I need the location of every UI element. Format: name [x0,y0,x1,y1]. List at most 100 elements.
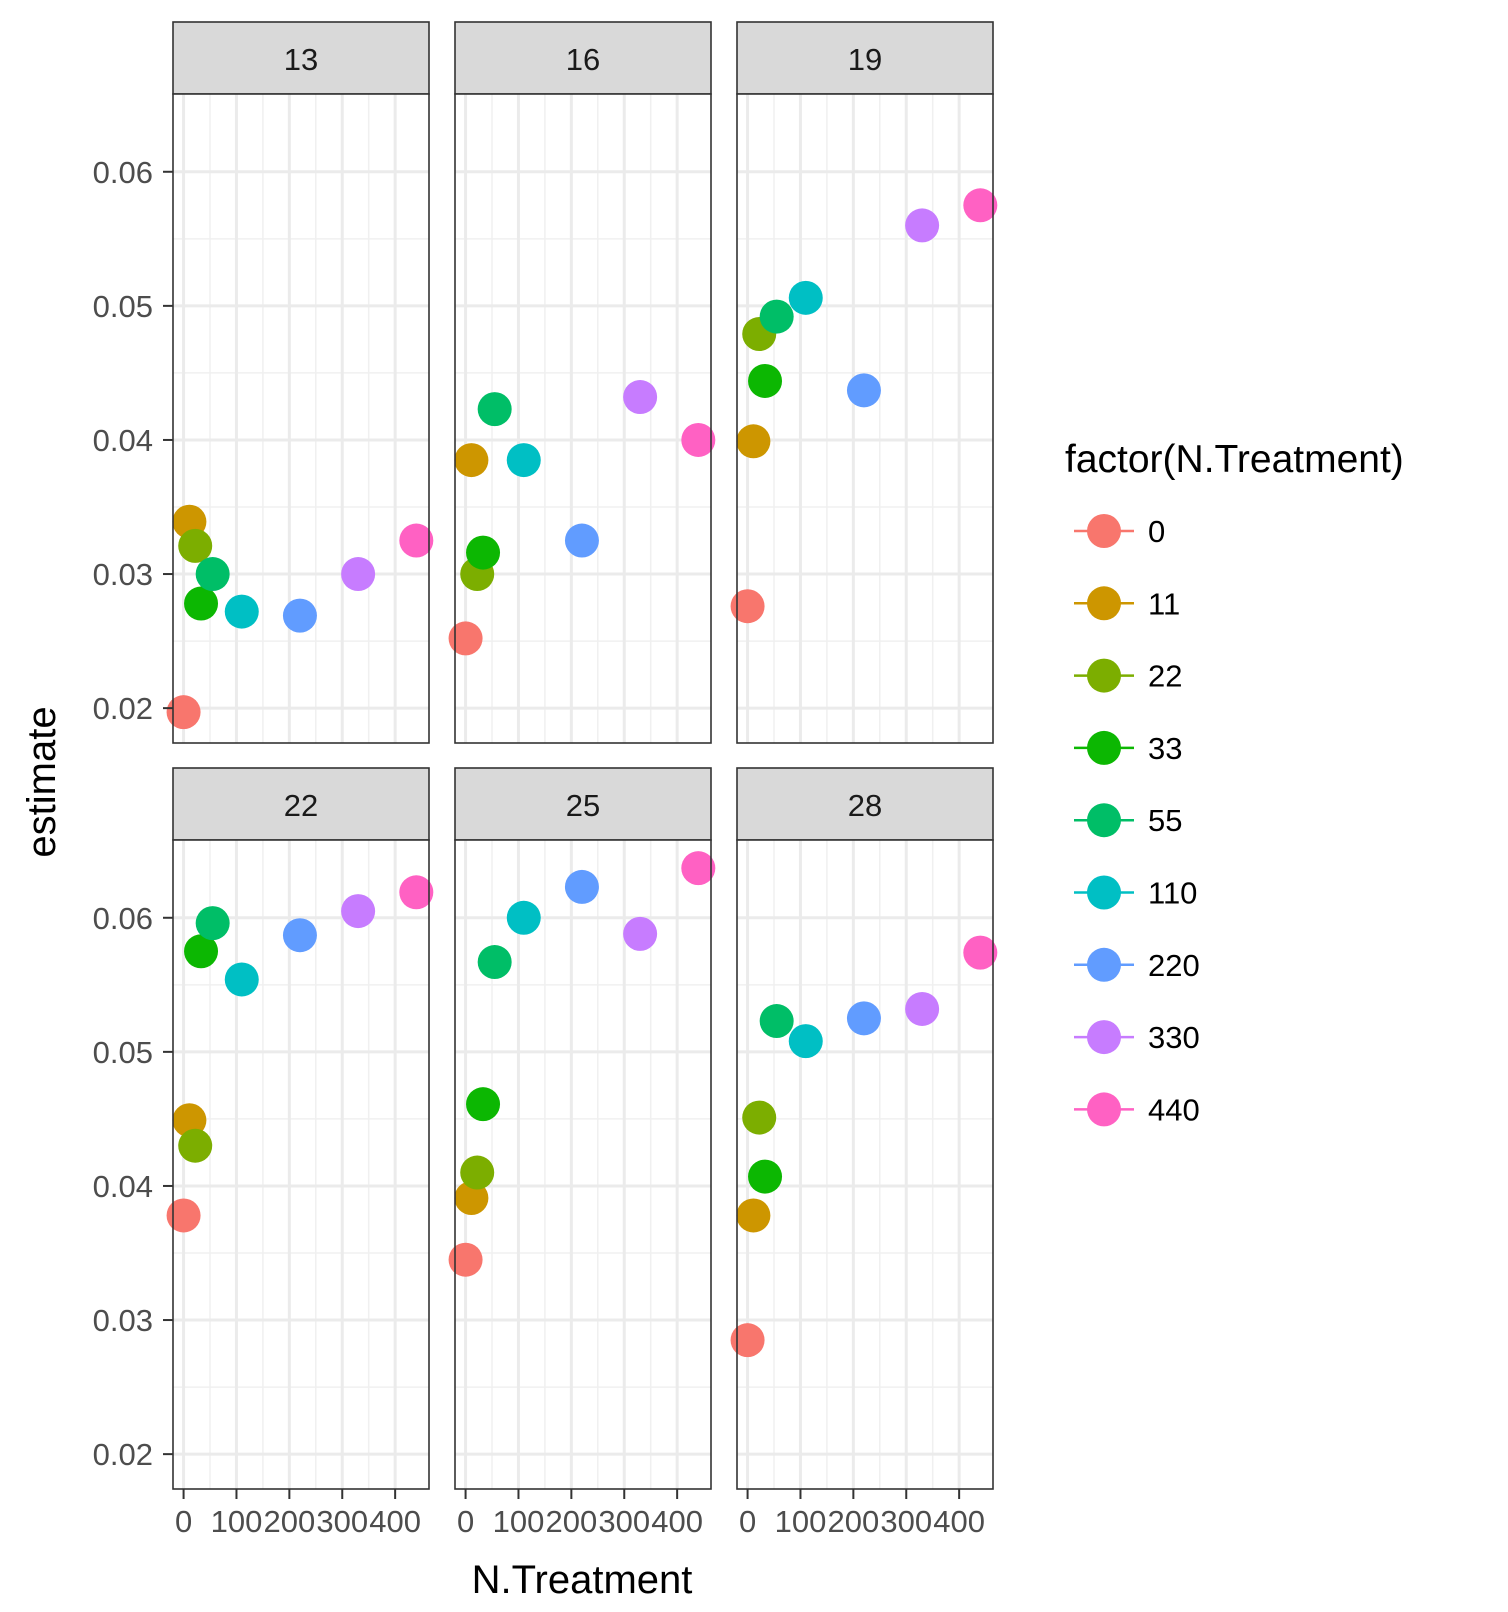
legend-entry: 55 [1070,786,1182,855]
legend-key-point [1087,803,1121,838]
data-point [506,443,541,478]
data-point [846,1001,881,1036]
panel-background [737,94,993,743]
data-point [905,208,940,243]
x-tick-label: 100 [775,1504,827,1539]
panel-border [736,93,994,744]
data-point [788,1024,823,1059]
y-tick-label: 0.04 [93,423,153,458]
panel-border [172,93,430,744]
data-point [178,1128,213,1163]
data-point [748,363,783,398]
legend-entry: 220 [1070,930,1200,999]
data-point [460,1155,495,1190]
facet-panel: 13 0.02 0.03 0.04 0.05 0.06 [93,21,434,744]
y-tick-label: 0.05 [93,289,153,324]
data-point [341,557,376,592]
data-point [166,1198,201,1233]
y-tick-label: 0.06 [93,901,153,936]
data-point [623,380,658,415]
facet-strip-label: 19 [848,42,882,77]
legend-entry-label: 33 [1148,731,1182,766]
x-axis-title: N.Treatment [472,1558,693,1602]
y-tick-label: 0.03 [93,1303,153,1338]
legend-entry-label: 55 [1148,803,1182,838]
legend-entry: 33 [1070,713,1182,782]
x-tick-label: 0 [739,1504,756,1539]
panel-background [737,840,993,1489]
data-point [788,280,823,315]
y-axis-title: estimate [20,706,64,857]
panel-border [454,839,712,1490]
data-point [178,528,213,563]
x-tick-label: 400 [369,1504,421,1539]
facet-strip-label: 28 [848,788,882,823]
y-tick-label: 0.04 [93,1169,153,1204]
facet-strip [172,767,430,841]
data-point [963,935,998,970]
data-point [172,1103,207,1138]
data-point [564,523,599,558]
legend-key-point [1087,875,1121,910]
x-tick-label: 300 [880,1504,932,1539]
legend-entry-label: 220 [1148,948,1200,983]
data-point [742,1100,777,1135]
data-point [736,1198,771,1233]
facet-panel: 16 [448,21,716,744]
y-tick-label: 0.02 [93,1437,153,1472]
legend-key-point [1087,658,1121,693]
legend-entry: 22 [1070,641,1182,710]
data-point [730,589,765,624]
data-point [184,934,219,969]
data-point [454,1181,489,1216]
y-tick-label: 0.05 [93,1035,153,1070]
x-tick-label: 0 [175,1504,192,1539]
x-tick-label: 300 [598,1504,650,1539]
legend-entry-label: 440 [1148,1092,1200,1127]
legend-entry-label: 11 [1148,586,1180,621]
legend-key-point [1087,947,1121,982]
legend-entry-label: 22 [1148,659,1182,694]
legend-title: factor(N.Treatment) [1065,438,1404,481]
facet-strip [736,767,994,841]
legend-entry: 330 [1070,1003,1200,1072]
data-point [506,900,541,935]
legend-entry-label: 110 [1148,876,1197,911]
data-point [399,875,434,910]
y-tick-label: 0.06 [93,155,153,190]
data-point [748,1159,783,1194]
facet-panel: 22 0.02 0.03 0.04 0.05 0.06 0 100 200 300 400 [93,767,434,1539]
data-point [681,422,716,457]
data-point [448,1242,483,1277]
data-point [195,557,230,592]
facet-panel: 25 0 100 200 300 400 [448,767,716,1539]
data-point [759,299,794,334]
data-point [399,523,434,558]
x-tick-label: 100 [211,1504,263,1539]
facet-panel: 28 0 100 200 300 400 [730,767,998,1539]
x-tick-label: 400 [933,1504,985,1539]
data-point [477,945,512,980]
data-point [466,1087,501,1122]
data-point [454,443,489,478]
data-point [448,621,483,656]
data-point [477,392,512,427]
facet-strip-label: 22 [284,788,318,823]
legend-key-point [1087,514,1121,548]
panel-border [172,839,430,1490]
legend-key-point [1087,1092,1121,1127]
legend-key-point [1087,730,1121,765]
legend-key-point [1087,586,1121,621]
legend-entry-label: 330 [1148,1020,1200,1055]
data-point [905,991,940,1026]
panel-border [736,839,994,1490]
panel-background [455,840,711,1489]
facet-strip-label: 13 [284,42,318,77]
y-tick-label: 0.02 [93,691,153,726]
data-point [224,594,259,629]
legend-key-point [1087,1020,1121,1055]
data-point [184,586,219,621]
data-point [466,535,501,570]
x-tick-label: 200 [263,1504,315,1539]
data-point [623,916,658,951]
